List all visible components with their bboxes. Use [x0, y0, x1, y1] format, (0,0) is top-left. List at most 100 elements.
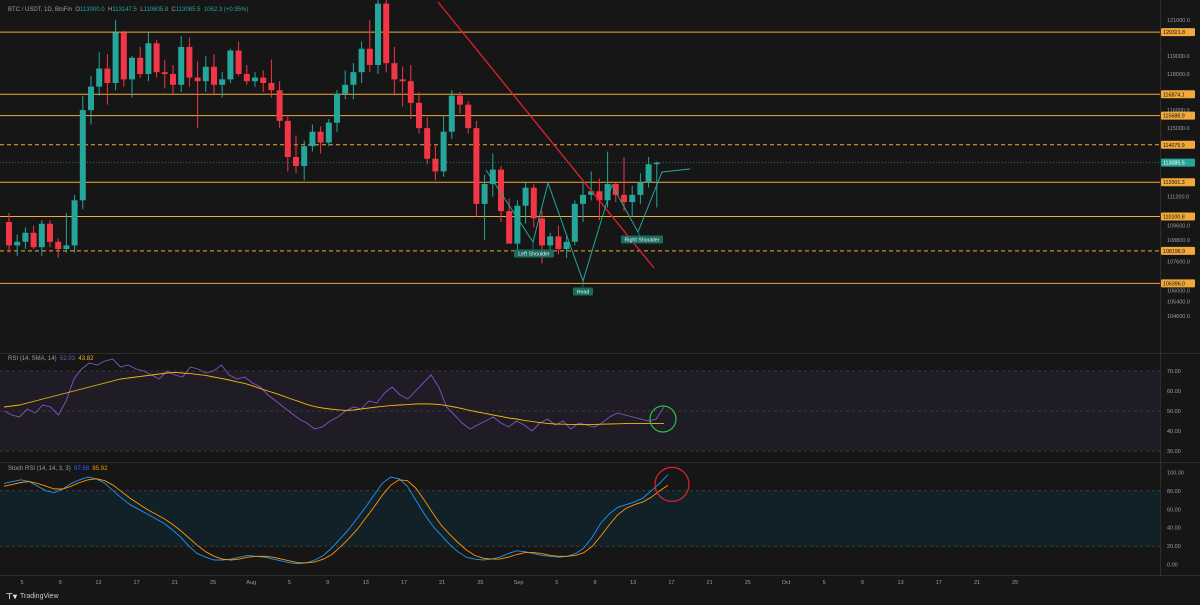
pattern-pointer	[637, 231, 641, 237]
candle-up	[563, 241, 570, 250]
candle-up	[112, 32, 119, 84]
candle-up	[604, 184, 611, 201]
high-value: 113147.5	[112, 7, 137, 13]
candle-down	[55, 241, 62, 250]
time-tick-label: 25	[477, 580, 483, 586]
price-level-badge	[1161, 246, 1195, 255]
candle-down	[6, 221, 12, 246]
time-tick-label: 17	[134, 580, 140, 586]
candle-down	[612, 184, 619, 195]
rsi-sma-line	[3, 371, 664, 426]
time-tick-label: 21	[974, 580, 980, 586]
candle-up	[588, 191, 595, 195]
stoch-tick-label: 60.00	[1167, 507, 1181, 513]
candle-up	[14, 241, 21, 246]
candle-up	[629, 194, 636, 203]
head-and-shoulders-pattern	[485, 168, 691, 283]
price-level-badge	[1161, 111, 1195, 120]
stoch-d-value: 85.92	[92, 466, 108, 472]
stoch-k-line	[3, 474, 669, 565]
candle-down	[276, 90, 283, 121]
price-level-label: 116874.1	[1163, 92, 1185, 98]
candle-up	[342, 84, 349, 94]
candle-down	[186, 46, 193, 78]
open-value: 113000.0	[80, 7, 105, 13]
candle-down	[539, 218, 545, 246]
stoch-tick-label: 40.00	[1167, 526, 1181, 532]
time-tick-label: 13	[95, 580, 101, 586]
rsi-sma-value: 43.82	[78, 356, 94, 362]
time-tick-label: 5	[20, 580, 23, 586]
candle-down	[120, 32, 127, 80]
candle-down	[366, 48, 373, 65]
price-level-badge	[1161, 279, 1195, 288]
candle-up	[358, 48, 365, 73]
time-tick-label: Oct	[782, 580, 791, 586]
candle-down	[194, 77, 201, 82]
stoch-tick-label: 20.00	[1167, 544, 1181, 550]
candle-up	[227, 50, 234, 80]
current-price-badge	[1161, 158, 1195, 167]
candle-down	[268, 83, 275, 91]
candle-down	[555, 236, 562, 250]
candle-down	[284, 120, 291, 157]
price-tick-label: 115000.0	[1167, 126, 1190, 132]
rsi-tick-label: 60.00	[1167, 389, 1181, 395]
time-tick-label: 17	[668, 580, 674, 586]
annotation-text: Head	[577, 290, 590, 296]
time-tick-label: 21	[707, 580, 713, 586]
candle-down	[153, 43, 160, 73]
candle-down	[260, 77, 267, 84]
time-tick-label: 25	[1012, 580, 1018, 586]
candle-up	[489, 169, 496, 185]
candle-down	[399, 79, 406, 82]
time-tick-label: 21	[172, 580, 178, 586]
candle-up	[301, 146, 308, 167]
price-level-badge	[1161, 140, 1195, 149]
price-tick-label: 116000.0	[1167, 108, 1190, 114]
price-level-label: 120321.8	[1163, 30, 1185, 36]
candle-up	[63, 245, 70, 250]
price-tick-label: 118000.0	[1167, 72, 1190, 78]
candle-down	[211, 66, 217, 85]
candle-up	[252, 77, 258, 82]
candle-up	[219, 79, 226, 85]
annotation-badge	[621, 235, 663, 244]
price-tick-label: 106000.0	[1167, 289, 1190, 295]
rsi-header: RSI (14, SMA, 14) 52.03 43.82	[8, 356, 93, 362]
candle-down	[243, 73, 250, 82]
candle-down	[293, 156, 299, 167]
rsi-tick-label: 30.00	[1167, 449, 1181, 455]
stoch-tick-label: 100.00	[1167, 470, 1184, 476]
rsi-tick-label: 50.00	[1167, 409, 1181, 415]
time-tick-label: 13	[363, 580, 369, 586]
candle-down	[170, 73, 176, 85]
time-tick-label: 17	[936, 580, 942, 586]
price-tick-label: 111200.0	[1167, 195, 1189, 201]
price-level-label: 110100.8	[1163, 215, 1185, 221]
candle-down	[416, 102, 422, 129]
price-tick-label: 121000.0	[1167, 18, 1190, 24]
rsi-tick-label: 70.00	[1167, 369, 1181, 375]
candle-down	[137, 57, 144, 74]
price-tick-label: 119000.0	[1167, 54, 1190, 60]
time-tick-label: 13	[630, 580, 636, 586]
tradingview-footer[interactable]: ⊤▾ TradingView	[6, 592, 59, 601]
annotation-badge	[514, 249, 554, 258]
candle-up	[481, 184, 488, 204]
time-tick-label: 5	[555, 580, 558, 586]
rsi-value: 52.03	[60, 356, 76, 362]
head-label: Head	[573, 287, 593, 296]
price-level-badge	[1161, 90, 1195, 99]
time-tick-label: 17	[401, 580, 407, 586]
candle-up	[325, 122, 332, 143]
time-tick-label: 21	[439, 580, 445, 586]
price-level-label: 115688.9	[1163, 114, 1185, 120]
symbol-label[interactable]: BTC / USDT, 1D, BloFin	[8, 7, 73, 13]
rsi-label[interactable]: RSI (14, SMA, 14)	[8, 356, 57, 362]
stoch-rsi-label[interactable]: Stoch RSI (14, 14, 3, 3)	[8, 466, 71, 472]
candle-up	[202, 66, 209, 82]
rsi-tick-label: 40.00	[1167, 429, 1181, 435]
candle-down	[383, 3, 390, 64]
